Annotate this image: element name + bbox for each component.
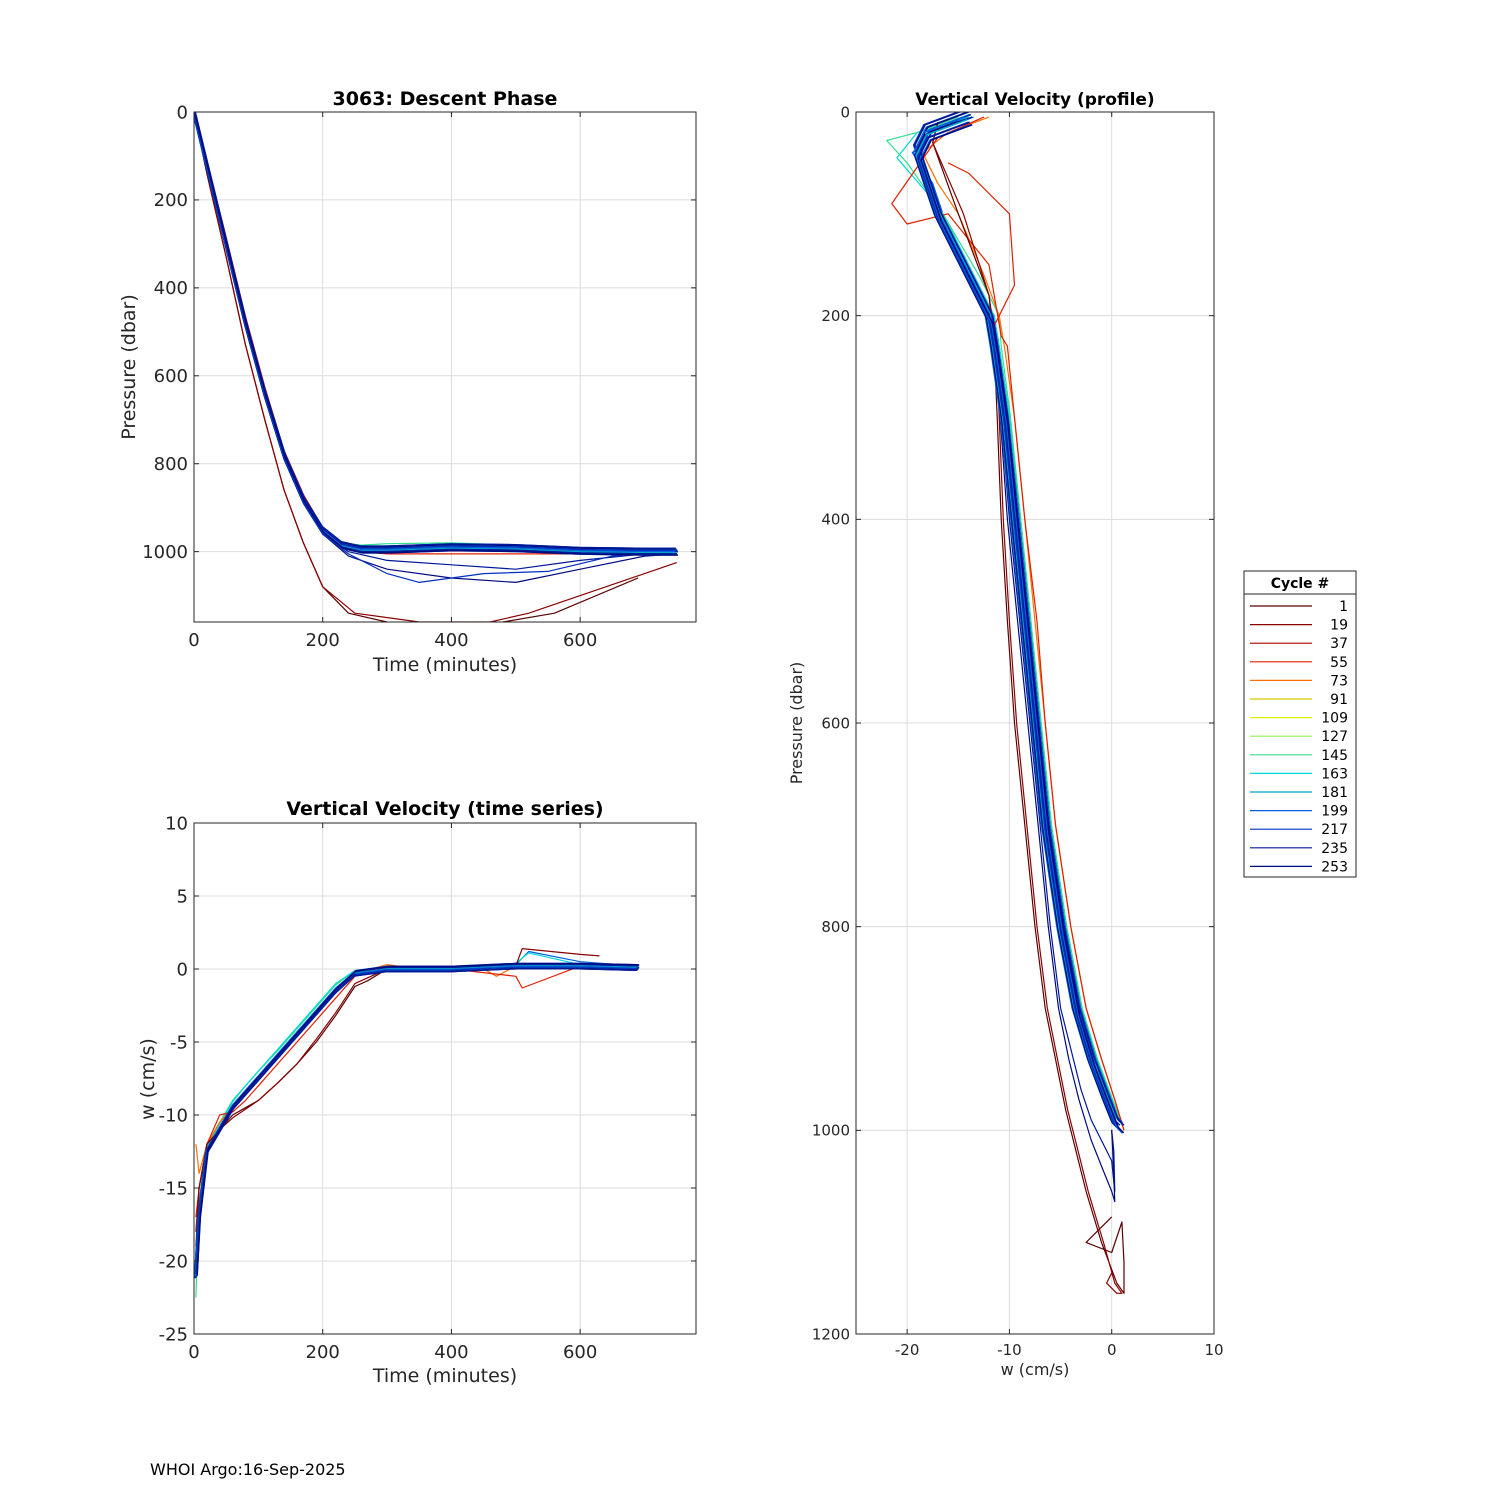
legend-label-253: 253 <box>1321 859 1348 875</box>
wprofile-series-blue <box>911 116 1125 1126</box>
wprofile-series <box>886 112 1125 1294</box>
legend-label-1: 1 <box>1339 599 1348 615</box>
legend-label-127: 127 <box>1321 729 1348 745</box>
legend-label-199: 199 <box>1321 804 1348 820</box>
legend-label-37: 37 <box>1330 636 1348 652</box>
cycle-legend: Cycle # 1 19 37 55 73 91 109 127 145 163 181 199 217… <box>1243 570 1357 878</box>
legend-label-181: 181 <box>1321 785 1348 801</box>
wtime-series-red <box>195 965 639 1218</box>
wprofile-xtick-label-3: 10 <box>1204 1341 1223 1359</box>
wtime-xtick-label-3: 600 <box>563 1342 597 1363</box>
legend-title: Cycle # <box>1271 576 1330 592</box>
wtime-ytick-label-1: 5 <box>177 886 188 907</box>
wprofile-title: Vertical Velocity (profile) <box>915 90 1154 110</box>
descent-series-deep-b <box>194 112 677 622</box>
legend-label-91: 91 <box>1330 692 1348 708</box>
wprofile-xlabel: w (cm/s) <box>1001 1360 1070 1379</box>
wtime-xtick-label-2: 400 <box>434 1342 468 1363</box>
legend-label-163: 163 <box>1321 766 1348 782</box>
wtime-ylabel: w (cm/s) <box>137 1038 159 1120</box>
wtime-ytick-label-5: -15 <box>159 1178 188 1199</box>
wprofile-xtick-label-2: 0 <box>1107 1341 1117 1359</box>
wprofile-bundle-line-10 <box>916 121 1121 1131</box>
legend-label-235: 235 <box>1321 841 1348 857</box>
wprofile-bundle-line-8 <box>914 118 1118 1129</box>
descent-ticks: 0 200 400 600 0 200 400 600 800 1000 <box>142 102 696 651</box>
descent-series <box>194 112 678 622</box>
descent-ytick-label-0: 0 <box>177 102 188 123</box>
footer-credit: WHOI Argo:16-Sep-2025 <box>150 1460 346 1479</box>
descent-xtick-label-3: 600 <box>563 630 597 651</box>
wtime-bundle-line-13 <box>196 962 640 1274</box>
wtime-ytick-label-3: -5 <box>170 1032 188 1053</box>
legend-entries: 1 19 37 55 73 91 109 127 145 163 181 199 217 235 253 <box>1250 599 1348 875</box>
wprofile-ytick-label-4: 800 <box>821 918 850 936</box>
wprofile-ytick-label-2: 400 <box>821 511 850 529</box>
descent-bundle-line-13 <box>194 115 678 556</box>
wprofile-bundle-line-13 <box>920 123 1125 1134</box>
wtime-ytick-label-2: 0 <box>177 959 188 980</box>
descent-xtick-label-1: 200 <box>306 630 340 651</box>
wtime-plot-area <box>194 823 696 1334</box>
wtime-series-orange <box>195 963 639 1175</box>
wtime-xtick-label-1: 200 <box>306 1342 340 1363</box>
wtime-ytick-label-4: -10 <box>159 1105 188 1126</box>
wtime-ytick-label-0: 10 <box>165 813 188 834</box>
wprofile-bundle-line-12 <box>918 123 1123 1134</box>
descent-xtick-label-2: 400 <box>434 630 468 651</box>
wprofile-xtick-label-1: -10 <box>997 1341 1022 1359</box>
legend-label-19: 19 <box>1330 618 1348 634</box>
descent-title: 3063: Descent Phase <box>333 88 558 110</box>
wtime-series <box>194 947 640 1298</box>
wprofile-ytick-label-3: 600 <box>821 714 850 732</box>
descent-plot-area <box>194 112 696 622</box>
wprofile-series-red <box>891 116 1125 1131</box>
legend-label-145: 145 <box>1321 748 1348 764</box>
descent-axes-box <box>193 111 697 623</box>
legend-label-217: 217 <box>1321 822 1348 838</box>
wtime-ticks: 0 200 400 600 10 5 0 -5 -10 -15 -20 -25 <box>159 813 696 1363</box>
wprofile-ylabel: Pressure (dbar) <box>787 662 806 785</box>
wtime-ytick-label-6: -20 <box>159 1251 188 1272</box>
descent-ytick-label-4: 800 <box>154 454 188 475</box>
descent-ytick-label-3: 600 <box>154 366 188 387</box>
wprofile-ytick-label-5: 1000 <box>812 1122 850 1140</box>
legend-label-55: 55 <box>1330 655 1348 671</box>
descent-xlabel: Time (minutes) <box>372 654 517 676</box>
wprofile-xtick-label-0: -20 <box>895 1341 920 1359</box>
legend-box <box>1243 570 1357 878</box>
descent-phase-panel: 0 200 400 600 0 200 400 600 800 1000 3063: Descen… <box>118 88 697 676</box>
wtime-axes-box <box>193 822 697 1335</box>
descent-ylabel: Pressure (dbar) <box>118 294 140 440</box>
wtime-ytick-label-7: -25 <box>159 1324 188 1345</box>
wprofile-series-dark-deep <box>993 346 1116 1203</box>
velocity-time-series-panel: 0 200 400 600 10 5 0 -5 -10 -15 -20 -25 Vertical Ve… <box>137 798 697 1387</box>
wtime-xtick-label-0: 0 <box>188 1342 199 1363</box>
wtime-xlabel: Time (minutes) <box>372 1365 517 1387</box>
legend-label-109: 109 <box>1321 711 1348 727</box>
descent-ytick-label-2: 400 <box>154 278 188 299</box>
descent-ytick-label-5: 1000 <box>142 542 188 563</box>
descent-ytick-label-1: 200 <box>154 190 188 211</box>
wprofile-series-green <box>886 116 1123 1126</box>
wprofile-ytick-label-0: 0 <box>840 103 850 121</box>
descent-xtick-label-0: 0 <box>188 630 199 651</box>
wprofile-ytick-label-6: 1200 <box>812 1325 850 1343</box>
wprofile-ytick-label-1: 200 <box>821 307 850 325</box>
wtime-title: Vertical Velocity (time series) <box>286 798 603 820</box>
legend-label-73: 73 <box>1330 673 1348 689</box>
